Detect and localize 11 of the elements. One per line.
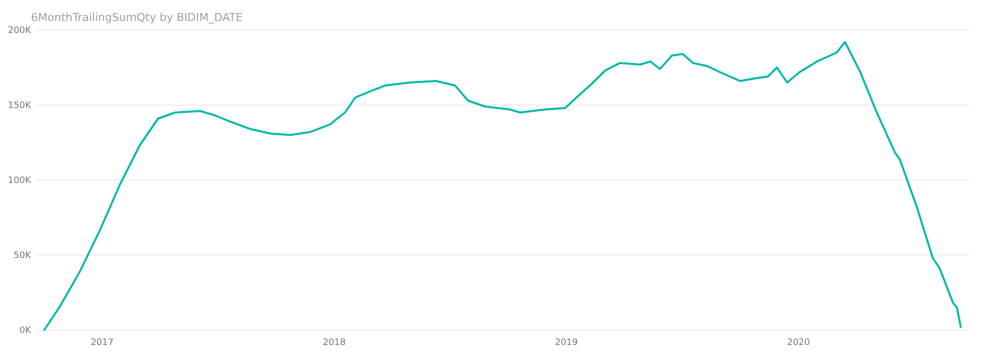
y-tick-label: 200K — [8, 26, 32, 36]
chart-title: 6MonthTrailingSumQty by BIDIM_DATE — [31, 11, 243, 24]
y-tick-label: 0K — [19, 326, 32, 336]
x-tick-label: 2017 — [90, 338, 114, 348]
x-tick-label: 2018 — [322, 338, 346, 348]
x-tick-label: 2020 — [787, 338, 810, 348]
y-tick-label: 50K — [14, 251, 32, 262]
y-tick-label: 150K — [8, 101, 32, 112]
x-tick-label: 2019 — [554, 338, 578, 348]
y-tick-label: 100K — [8, 176, 32, 186]
line-series — [43, 41, 962, 331]
